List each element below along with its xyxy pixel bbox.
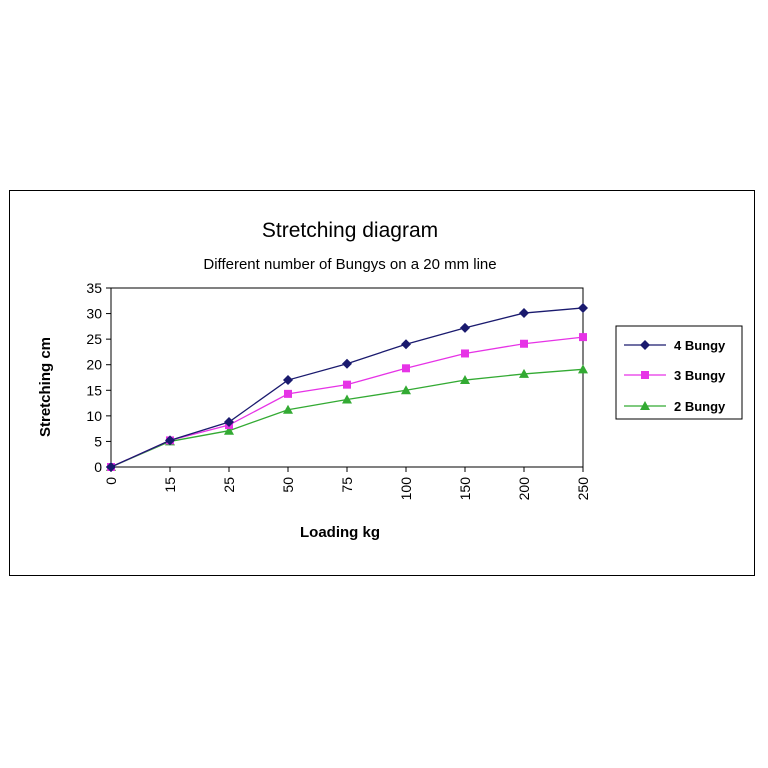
y-tick-label: 0 (94, 459, 102, 475)
data-point (342, 358, 352, 369)
x-tick-label: 75 (339, 477, 355, 493)
legend-marker (641, 371, 649, 379)
chart-title: Stretching diagram (262, 219, 438, 242)
x-axis-label: Loading kg (300, 524, 380, 541)
data-point (579, 333, 587, 342)
legend-marker (640, 401, 650, 410)
legend: 4 Bungy 3 Bungy 2 Bungy (624, 338, 726, 414)
data-point (283, 375, 293, 386)
x-tick-label: 250 (575, 477, 591, 501)
data-point (460, 375, 470, 385)
series-layer (106, 302, 588, 472)
y-tick-label: 10 (86, 408, 102, 424)
y-tick-label: 5 (94, 433, 102, 449)
plot-area (110, 287, 584, 468)
x-tick-label: 25 (221, 477, 237, 493)
data-point (224, 425, 234, 435)
y-tick-label: 20 (86, 357, 102, 373)
x-tick-label: 150 (457, 477, 473, 501)
data-point (401, 339, 411, 350)
data-point (165, 435, 175, 446)
data-point (402, 364, 410, 373)
data-point (520, 339, 528, 348)
data-point (283, 404, 293, 414)
data-point (519, 368, 529, 378)
data-point (342, 394, 352, 404)
data-point (106, 462, 116, 472)
y-axis-label: Stretching cm (37, 337, 54, 437)
series-2-bungy (106, 364, 588, 471)
chart-subtitle: Different number of Bungys on a 20 mm li… (203, 256, 496, 273)
x-tick-label: 0 (103, 477, 119, 485)
data-point (224, 416, 234, 427)
data-point (343, 380, 351, 389)
data-point (401, 385, 411, 395)
legend-label: 3 Bungy (674, 368, 726, 383)
y-tick-label: 25 (86, 331, 102, 347)
legend-entry: 3 Bungy (624, 368, 726, 383)
legend-label: 4 Bungy (674, 338, 726, 353)
legend-entry: 2 Bungy (624, 399, 726, 414)
y-tick-label: 35 (86, 280, 102, 296)
legend-entry: 4 Bungy (624, 338, 726, 353)
data-point (284, 389, 292, 398)
legend-label: 2 Bungy (674, 399, 726, 414)
data-point (578, 302, 588, 313)
x-tick-label: 15 (162, 477, 178, 493)
data-point (461, 349, 469, 358)
data-point (578, 364, 588, 374)
legend-box (615, 325, 743, 420)
data-point (460, 322, 470, 333)
y-tick-label: 15 (86, 382, 102, 398)
legend-marker (640, 340, 650, 350)
data-point (519, 308, 529, 319)
axes: 0 5 10 15 20 25 30 35 0 15 25 50 75 100 150 200 250 (86, 280, 591, 500)
y-tick-label: 30 (86, 306, 102, 322)
series-4-bungy (106, 302, 588, 472)
x-tick-label: 100 (398, 477, 414, 501)
x-tick-label: 50 (280, 477, 296, 493)
x-tick-label: 200 (516, 477, 532, 501)
